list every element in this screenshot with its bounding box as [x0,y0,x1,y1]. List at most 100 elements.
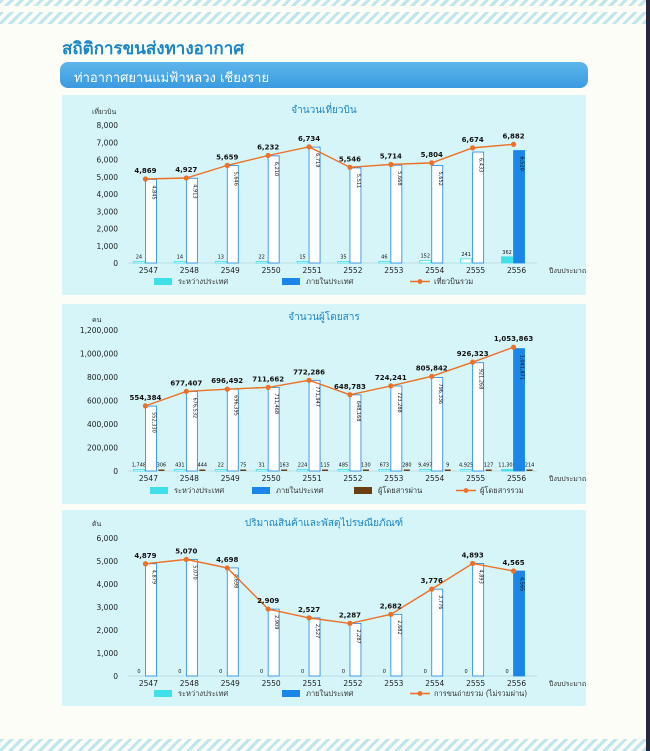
international-bar [214,261,227,264]
total-series-label: 6,674 [462,136,484,144]
passengers-chart: จำนวนผู้โดยสาร คนปีงบประมาณ 0 200,000 400,00… [80,310,586,495]
y-axis-unit-label: ตัน [92,520,102,528]
international-bar-value: 22 [258,255,264,261]
legend-label: การขนถ่ายรวม (ไม่รวมผ่าน) [434,689,527,698]
y-tick-label: 0 [113,672,118,681]
y-tick-label: 800,000 [87,373,118,382]
domestic-bar-value: 6,520 [519,157,525,171]
domestic-bar [431,377,444,472]
domestic-bar-value: 921,268 [478,369,484,390]
transit-bar [362,469,369,471]
domestic-bar-value: 4,845 [150,185,156,199]
international-bar-value: 35 [340,255,346,261]
x-tick-label: 2547 [139,266,158,275]
total-series-label: 2,909 [257,597,279,605]
y-tick-label: 1,200,000 [80,326,118,335]
legend-label: ระหว่างประเทศ [178,689,228,698]
total-series-point [429,373,435,379]
domestic-bar-value: 3,776 [437,595,443,609]
transit-bar [199,469,206,471]
x-tick-label: 2551 [303,474,322,483]
total-series-label: 5,659 [216,153,238,161]
total-series-point [470,359,476,365]
international-bar-value: 152 [420,253,430,259]
international-bar-value: 362 [502,250,512,256]
total-series-label: 3,776 [421,577,443,585]
chart-title: จำนวนผู้โดยสาร [288,310,360,323]
passengers-chart-panel: จำนวนผู้โดยสาร คน ปีงบประมาณ 0 200,000 400,00… [62,304,586,504]
transit-bar-value: 214 [525,463,535,469]
transit-bar [158,469,165,471]
x-tick-label: 2555 [466,679,485,688]
legend-swatch [282,690,300,697]
x-tick-label: 2551 [303,266,322,275]
x-tick-label: 2555 [466,474,485,483]
x-tick-label: 2553 [384,266,403,275]
domestic-bar-value: 6,210 [273,162,279,176]
x-tick-label: 2556 [507,474,526,483]
y-tick-label: 7,000 [97,138,119,147]
total-series-point [183,175,189,181]
legend-swatch [282,278,300,285]
domestic-bar [513,570,525,677]
domestic-bar [308,617,321,677]
domestic-bar [267,155,280,264]
international-bar-value: 0 [465,669,468,675]
total-series-label: 5,804 [421,151,443,159]
total-series-label: 1,053,863 [494,335,534,343]
international-bar [255,469,268,472]
y-tick-label: 0 [113,259,118,268]
domestic-bar-value: 4,913 [191,184,197,198]
x-tick-label: 2551 [303,679,322,688]
transit-bar [526,469,533,471]
domestic-bar-value: 2,909 [273,615,279,629]
total-series-point [265,384,271,390]
total-series-point [306,377,312,383]
total-series-point [429,160,435,166]
total-series-label: 696,492 [211,377,243,385]
total-series-point [265,152,271,159]
transit-bar-value: 130 [361,463,371,469]
total-series-point [142,176,149,182]
international-bar-value: 11,308 [498,463,516,469]
transit-bar-value: 9 [446,463,449,469]
domestic-bar-value: 696,395 [232,395,238,416]
domestic-bar-value: 4,565 [519,577,525,591]
x-tick-label: 2554 [425,679,444,688]
transit-bar [322,469,329,471]
transit-bar-value: 115 [320,463,330,469]
legend-swatch [154,278,172,285]
legend-swatch-point [463,488,469,493]
total-series-label: 6,232 [257,143,279,151]
international-bar-value: 673 [380,463,390,469]
domestic-bar [390,385,403,472]
legend-swatch [354,487,372,494]
transit-bar-value: 306 [157,463,167,469]
domestic-bar [185,177,198,264]
total-series-point [142,403,149,409]
total-series-label: 4,879 [134,552,156,560]
international-bar-value: 485 [339,463,349,469]
total-series-label: 4,927 [175,166,197,174]
y-tick-label: 5,000 [97,173,119,182]
total-series-label: 5,714 [380,152,402,160]
international-bar [378,469,391,472]
y-tick-label: 2,000 [97,225,119,234]
total-series-point [347,164,353,170]
header-stripe [0,12,646,24]
total-series-point [224,386,230,392]
legend-label: ผู้โดยสารผ่าน [378,486,422,495]
transit-bar-value: 163 [279,463,289,469]
transit-bar-value: 444 [198,463,208,469]
domestic-bar-value: 5,511 [355,174,361,188]
transit-bar [403,469,410,471]
cargo-chart-panel: ปริมาณสินค้าและพัสดุไปรษณียภัณฑ์ ตัน ปีงบป… [62,510,586,706]
transit-bar-value: 280 [402,463,412,469]
total-series-label: 2,527 [298,606,320,614]
domestic-bar-value: 4,893 [478,569,484,583]
domestic-bar-value: 796,336 [437,383,443,404]
y-tick-label: 4,000 [97,580,119,589]
domestic-bar [390,164,403,264]
y-tick-label: 3,000 [97,207,119,216]
total-series-point [183,388,189,395]
